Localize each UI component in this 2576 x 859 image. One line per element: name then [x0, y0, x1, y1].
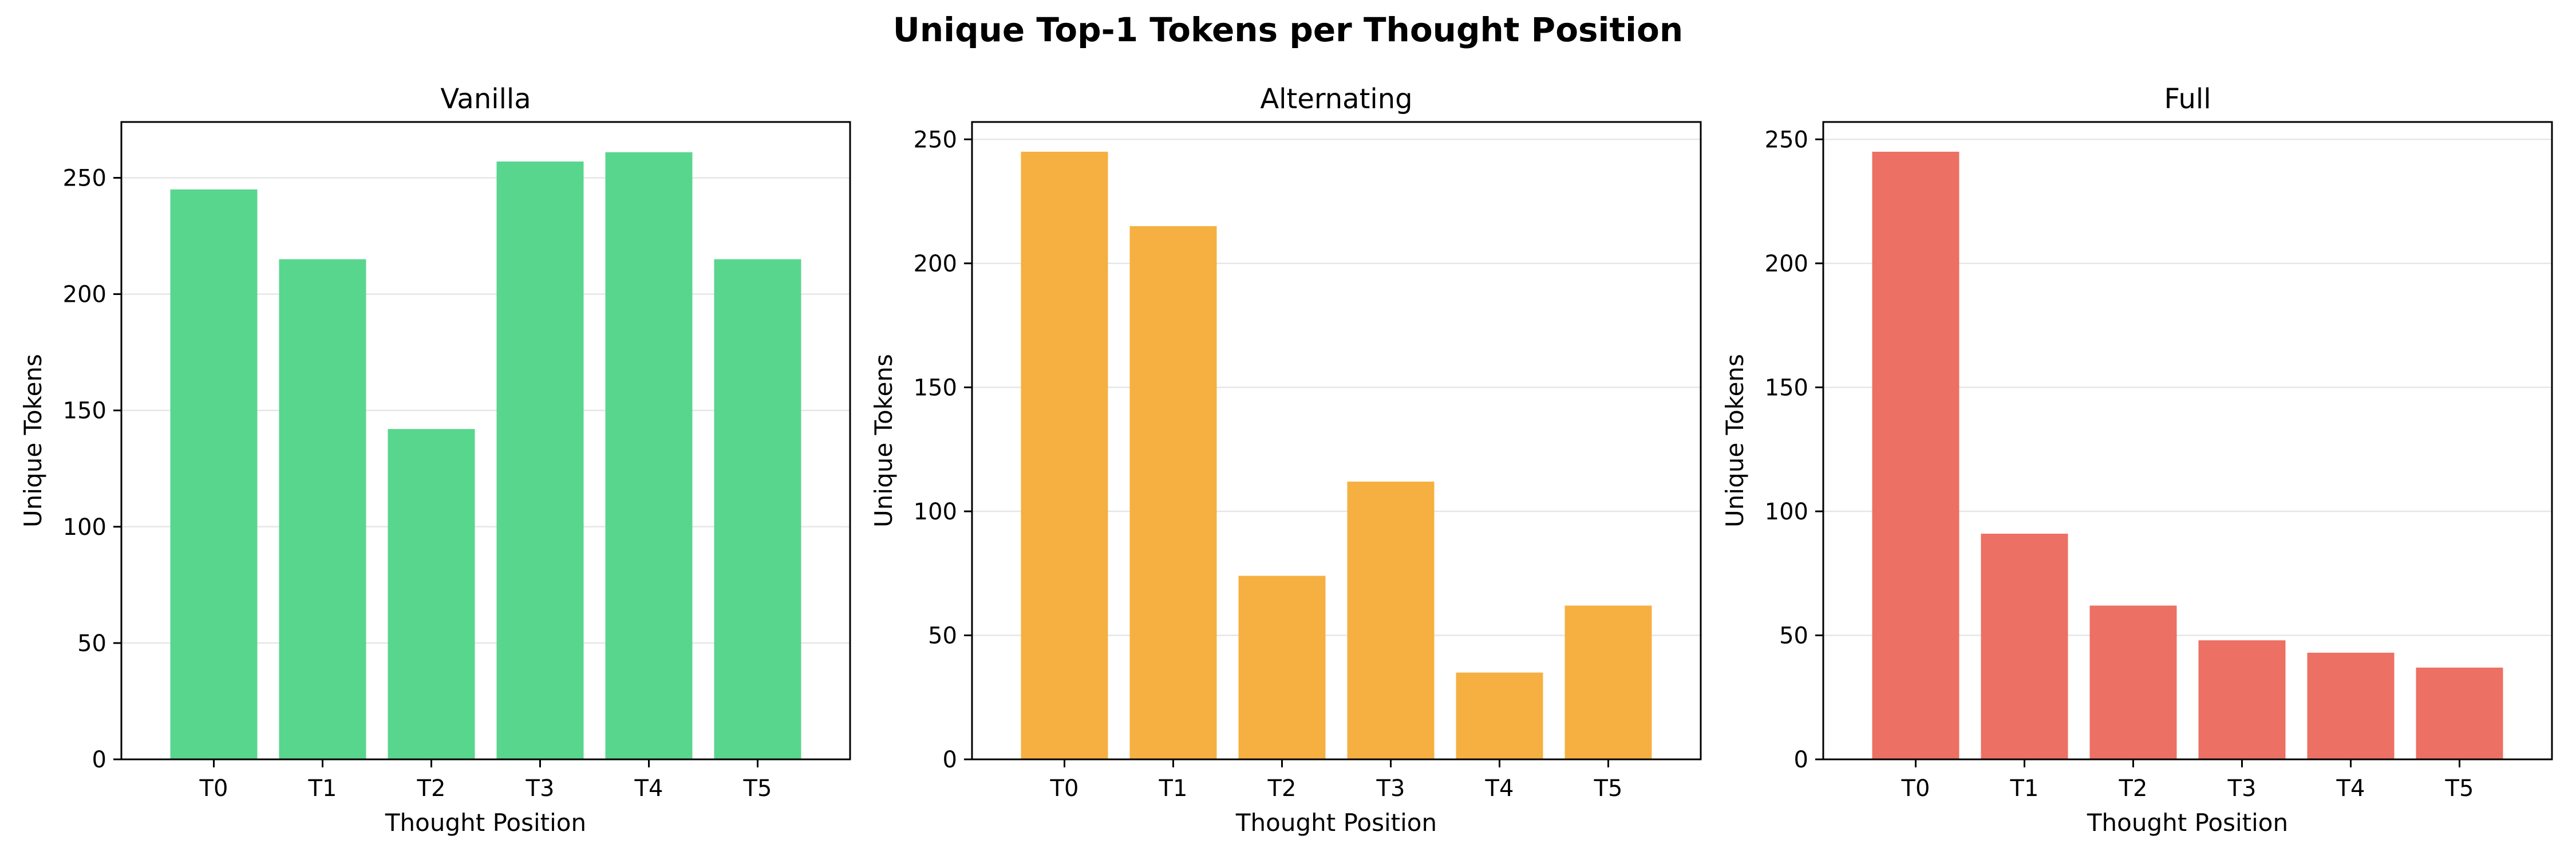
- y-tick-label: 200: [914, 251, 957, 277]
- x-tick-label: T0: [1050, 775, 1079, 802]
- y-axis-label: Unique Tokens: [870, 354, 898, 527]
- x-tick-label: T4: [634, 775, 663, 802]
- panel-full: Full Thought Position Unique Tokens 0 50 1…: [1721, 83, 2553, 837]
- x-tick-label: T5: [743, 775, 772, 802]
- axes-frame: [120, 121, 851, 761]
- y-tick-label: 250: [914, 127, 957, 153]
- bar-t0: [1021, 151, 1108, 759]
- x-tick-label: T2: [417, 775, 446, 802]
- x-tick-label: T0: [199, 775, 228, 802]
- bar-t3: [1347, 481, 1435, 759]
- panel-title: Vanilla: [440, 83, 531, 115]
- y-tick-label: 100: [63, 514, 106, 541]
- x-tick-label: T5: [1594, 775, 1623, 802]
- bar-t5: [1564, 605, 1652, 759]
- panel-title: Full: [2164, 83, 2211, 115]
- axes-frame: [1822, 121, 2553, 761]
- x-tick-label: T1: [2010, 775, 2039, 802]
- axes-frame: [971, 121, 1702, 761]
- y-tick-label: 50: [1779, 622, 1808, 649]
- y-tick-label: 250: [1765, 127, 1808, 153]
- x-tick-label: T5: [2445, 775, 2474, 802]
- y-axis-label: Unique Tokens: [19, 354, 47, 527]
- y-axis-label: Unique Tokens: [1721, 354, 1749, 527]
- bar-t1: [1981, 533, 2068, 759]
- figure-title: Unique Top-1 Tokens per Thought Position: [893, 10, 1683, 49]
- bar-t4: [605, 152, 693, 759]
- x-tick-label: T2: [1267, 775, 1297, 802]
- x-tick-label: T3: [526, 775, 555, 802]
- bar-t1: [279, 259, 366, 759]
- bar-t2: [2089, 605, 2177, 759]
- y-tick-label: 0: [943, 747, 957, 773]
- y-tick-label: 0: [1794, 747, 1808, 773]
- x-tick-label: T3: [2227, 775, 2257, 802]
- panel-vanilla: Vanilla Thought Position Unique Tokens 0…: [19, 83, 851, 837]
- x-axis-label: Thought Position: [385, 809, 586, 837]
- bar-t3: [2198, 640, 2286, 759]
- x-tick-label: T4: [2336, 775, 2365, 802]
- panel-alternating: Alternating Thought Position Unique Toke…: [870, 83, 1702, 837]
- bar-t0: [1872, 151, 1959, 759]
- y-tick-label: 0: [92, 747, 106, 773]
- x-axis-label: Thought Position: [1235, 809, 1437, 837]
- x-axis-label: Thought Position: [2087, 809, 2288, 837]
- bar-t1: [1129, 226, 1217, 759]
- panel-title: Alternating: [1260, 83, 1412, 115]
- y-tick-label: 150: [914, 375, 957, 401]
- bar-t5: [2416, 667, 2503, 759]
- x-tick-label: T1: [308, 775, 337, 802]
- y-tick-label: 50: [928, 622, 957, 649]
- y-tick-label: 200: [1765, 251, 1808, 277]
- x-tick-label: T2: [2119, 775, 2148, 802]
- y-tick-label: 200: [63, 282, 106, 308]
- y-tick-label: 250: [63, 165, 106, 191]
- bar-t0: [170, 189, 258, 759]
- x-tick-label: T4: [1485, 775, 1514, 802]
- y-tick-label: 100: [914, 499, 957, 525]
- y-tick-label: 50: [77, 631, 106, 657]
- bar-t4: [1456, 672, 1543, 759]
- y-tick-label: 150: [63, 398, 106, 424]
- bar-t3: [496, 161, 584, 760]
- y-tick-label: 150: [1765, 375, 1808, 401]
- x-tick-label: T0: [1901, 775, 1930, 802]
- bar-t2: [388, 429, 475, 759]
- bar-t2: [1238, 576, 1326, 759]
- bar-t5: [714, 259, 801, 759]
- x-tick-label: T3: [1376, 775, 1405, 802]
- x-tick-label: T1: [1159, 775, 1188, 802]
- y-tick-label: 100: [1765, 499, 1808, 525]
- bar-t4: [2307, 652, 2395, 759]
